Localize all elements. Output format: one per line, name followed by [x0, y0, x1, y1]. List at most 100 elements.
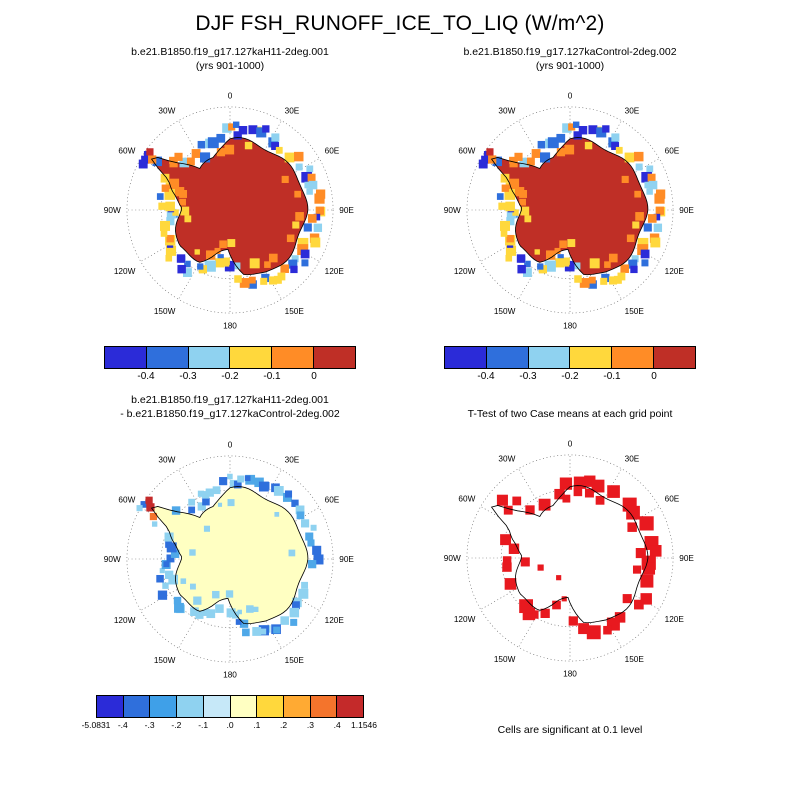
figure-title: DJF FSH_RUNOFF_ICE_TO_LIQ (W/m^2) [195, 12, 605, 35]
colorbar-box [105, 347, 147, 369]
grid-cell [621, 176, 629, 184]
grid-cell [574, 275, 582, 284]
grid-cell [206, 608, 216, 618]
grid-cell [174, 187, 185, 197]
grid-cell [174, 153, 183, 162]
grid-cell [280, 615, 289, 625]
colorbar-boxes [444, 346, 696, 370]
grid-cell [238, 126, 248, 135]
colorbar-tick-label: .0 [226, 719, 234, 730]
grid-cell [284, 490, 293, 498]
grid-cell [632, 565, 642, 575]
meridian-label: 150W [154, 307, 176, 316]
grid-cell [626, 234, 635, 243]
grid-cell [573, 262, 581, 270]
graticule-circle [126, 106, 334, 314]
grid-cell [554, 489, 565, 500]
grid-cell [635, 163, 643, 171]
grid-cell [632, 221, 640, 229]
grid-cell [512, 496, 522, 506]
meridian-label: 120E [665, 267, 685, 276]
grid-cell [635, 212, 644, 222]
grid-cell [640, 249, 650, 259]
grid-cell [146, 502, 155, 512]
panel-difference: b.e21.B1850.f19_g17.127kaH11-2deg.001 - … [60, 394, 400, 736]
grid-cell [519, 199, 526, 206]
grid-cell [508, 178, 520, 190]
grid-cell [502, 556, 512, 566]
grid-cell [151, 520, 158, 527]
meridian-label: 180 [223, 322, 237, 331]
grid-cell [227, 473, 233, 479]
colorbar-labels: -0.4 -0.3 -0.2 -0.1 0 [444, 371, 696, 384]
antarctica-fill [491, 485, 648, 624]
panel-case1-subtitle: (yrs 901-1000) [195, 59, 265, 72]
grid-cell [584, 488, 594, 498]
grid-cell [562, 495, 571, 503]
grid-cell [522, 268, 532, 278]
grid-cell [253, 606, 259, 612]
grid-cell [641, 259, 649, 267]
grid-cell [626, 506, 640, 520]
grid-cell [193, 596, 202, 605]
grid-cell [219, 240, 227, 249]
antarctica-coastline [150, 485, 309, 624]
grid-cell [219, 476, 228, 485]
grid-cell [159, 567, 165, 573]
grid-cell [160, 221, 171, 232]
grid-cell [246, 604, 254, 613]
colorbar-tick-label: -0.3 [179, 371, 197, 383]
grid-cell [179, 199, 186, 206]
grid-cell [191, 149, 201, 159]
colorbar-box [146, 347, 189, 369]
grid-cell [248, 280, 257, 290]
grid-cell [520, 557, 530, 567]
grid-cell [519, 158, 530, 168]
colorbar-tick-label: -0.3 [519, 371, 537, 383]
colorbar-box [177, 695, 204, 717]
colorbar-boxes [104, 346, 356, 370]
graticule-circle [466, 106, 674, 314]
grid-cell [173, 596, 182, 604]
grid-cell [271, 142, 280, 151]
grid-cell [584, 142, 593, 150]
colorbar-tick-label: -5.0831 [81, 719, 111, 730]
grid-cell [524, 215, 532, 223]
grid-cell [505, 245, 517, 257]
meridian-label: 180 [563, 670, 577, 679]
grid-cell [194, 249, 200, 255]
grid-cell [304, 182, 312, 189]
grid-cell [294, 191, 302, 198]
grid-cell [654, 193, 665, 204]
grid-cell [165, 255, 173, 262]
colorbar-tick-label: -.1 [198, 719, 209, 730]
graticule-circle [126, 455, 334, 662]
grid-cell [643, 563, 656, 576]
grid-cell [174, 602, 184, 613]
panel-grid: b.e21.B1850.f19_g17.127kaH11-2deg.001 (y… [60, 46, 740, 736]
grid-cell [639, 516, 654, 531]
map-case2: 0 30E 60E 90E 120E 150E 180 150W 120W 90W 60W 30W [444, 92, 695, 331]
colorbar-box [528, 347, 571, 369]
colorbar-tick-label: -0.2 [221, 371, 239, 383]
grid-cell [627, 522, 637, 533]
grid-cell [152, 156, 162, 167]
grid-cell [217, 502, 223, 507]
grid-cell [171, 505, 181, 515]
grid-cell [280, 264, 289, 274]
grid-cell [646, 188, 653, 196]
grid-cell [301, 518, 310, 528]
grid-cell [224, 145, 235, 155]
grid-cell [540, 609, 550, 619]
grid-cell [233, 262, 241, 270]
grid-cell [307, 538, 315, 547]
grid-cell [202, 608, 210, 616]
meridian-label: 60W [458, 147, 475, 156]
colorbar-labels: -5.0831 -.4 -.3 -.2 -.1 .0 .1 .2 .3 .4 1.1546 [82, 719, 377, 733]
grid-cell [589, 258, 600, 269]
significance-footnote: Cells are significant at 0.1 level [497, 724, 643, 737]
grid-cell [584, 475, 596, 488]
grid-cells [136, 473, 324, 636]
grid-cell [136, 504, 143, 511]
